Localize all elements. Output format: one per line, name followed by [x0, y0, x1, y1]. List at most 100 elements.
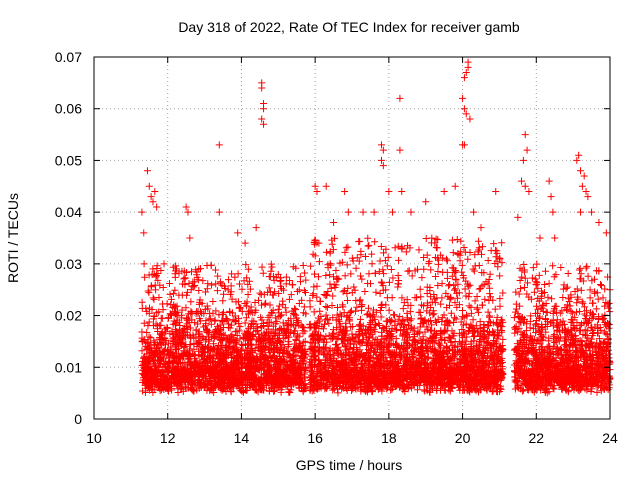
- data-point: [152, 320, 160, 328]
- data-point: [194, 362, 202, 370]
- data-point: [453, 235, 461, 243]
- data-point: [415, 246, 423, 254]
- data-point: [149, 370, 157, 378]
- data-point: [446, 280, 454, 288]
- data-point: [255, 296, 263, 304]
- data-point: [253, 327, 261, 335]
- data-point: [203, 378, 211, 386]
- data-point: [215, 371, 223, 379]
- data-point: [484, 308, 492, 316]
- data-point: [267, 260, 275, 268]
- data-point: [152, 362, 160, 370]
- data-point: [175, 345, 183, 353]
- data-point: [420, 265, 428, 273]
- data-point: [164, 347, 172, 355]
- data-point: [181, 274, 189, 282]
- data-point: [213, 361, 221, 369]
- data-point: [223, 334, 231, 342]
- data-point: [209, 346, 217, 354]
- data-point: [395, 280, 403, 288]
- data-point: [292, 322, 300, 330]
- data-point: [264, 313, 272, 321]
- data-point: [242, 261, 250, 269]
- data-point: [325, 319, 333, 327]
- data-point: [272, 369, 280, 377]
- data-point: [211, 328, 219, 336]
- data-point: [269, 322, 277, 330]
- data-point: [293, 288, 301, 296]
- data-point: [297, 278, 305, 286]
- data-point: [310, 308, 318, 316]
- data-point: [233, 331, 241, 339]
- data-point: [371, 238, 379, 246]
- data-point: [356, 272, 364, 280]
- data-point: [196, 298, 204, 306]
- data-point: [431, 299, 439, 307]
- data-point: [316, 307, 324, 315]
- data-point: [223, 344, 231, 352]
- data-point: [240, 371, 248, 379]
- data-point: [164, 314, 172, 322]
- data-point: [269, 291, 277, 299]
- data-point: [150, 295, 158, 303]
- data-point: [187, 370, 195, 378]
- data-point: [266, 338, 274, 346]
- data-point: [257, 313, 265, 321]
- data-point: [256, 337, 264, 345]
- data-point: [165, 279, 173, 287]
- data-point: [244, 280, 252, 288]
- data-point: [180, 347, 188, 355]
- data-point: [142, 342, 150, 350]
- data-point: [209, 309, 217, 317]
- data-point: [292, 344, 300, 352]
- data-point: [292, 336, 300, 344]
- data-point: [434, 281, 442, 289]
- data-point: [341, 272, 349, 280]
- data-point: [450, 314, 458, 322]
- data-point: [287, 320, 295, 328]
- data-point: [486, 284, 494, 292]
- data-point: [361, 287, 369, 295]
- data-point: [247, 303, 255, 311]
- data-point: [138, 298, 146, 306]
- data-point: [261, 300, 269, 308]
- data-point: [150, 270, 158, 278]
- data-point: [269, 272, 277, 280]
- data-point: [228, 349, 236, 357]
- data-point: [291, 305, 299, 313]
- data-point: [138, 328, 146, 336]
- data-point: [151, 353, 159, 361]
- data-point: [286, 277, 294, 285]
- data-point: [173, 367, 181, 375]
- data-point: [232, 298, 240, 306]
- data-point: [259, 319, 267, 327]
- data-point: [223, 365, 231, 373]
- data-point: [210, 344, 218, 352]
- data-point: [276, 339, 284, 347]
- data-point: [168, 363, 176, 371]
- data-point: [214, 272, 222, 280]
- data-point: [254, 366, 262, 374]
- data-point: [356, 296, 364, 304]
- data-point: [237, 359, 245, 367]
- data-point: [189, 278, 197, 286]
- data-point: [326, 280, 334, 288]
- data-point: [449, 249, 457, 257]
- data-point: [273, 317, 281, 325]
- data-point: [293, 318, 301, 326]
- data-point: [281, 334, 289, 342]
- data-point: [205, 316, 213, 324]
- data-point: [364, 242, 372, 250]
- data-point: [197, 309, 205, 317]
- data-point: [175, 318, 183, 326]
- data-point: [268, 263, 276, 271]
- data-point: [183, 322, 191, 330]
- data-point: [342, 244, 350, 252]
- data-point: [192, 326, 200, 334]
- data-point: [316, 297, 324, 305]
- data-point: [258, 301, 266, 309]
- data-point: [399, 305, 407, 313]
- data-point: [269, 306, 277, 314]
- data-point: [291, 327, 299, 335]
- data-point: [486, 312, 494, 320]
